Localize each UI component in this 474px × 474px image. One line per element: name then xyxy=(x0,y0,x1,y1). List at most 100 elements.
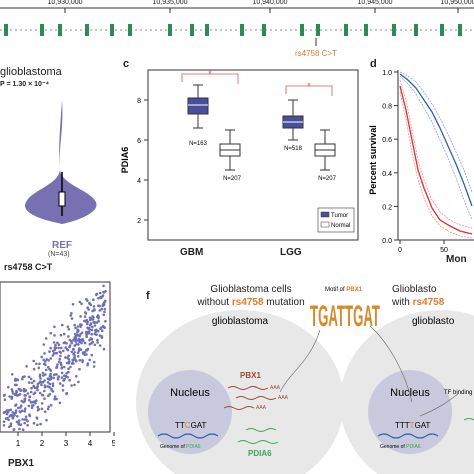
scatter-point xyxy=(64,346,67,349)
scatter-point xyxy=(78,300,82,304)
scatter-point xyxy=(4,417,8,420)
scatter-point xyxy=(2,411,6,414)
scatter-point xyxy=(91,315,94,318)
scatter-point xyxy=(67,328,71,331)
scatter-point xyxy=(48,382,52,386)
group-gbm: GBM xyxy=(180,247,204,258)
scatter-point xyxy=(14,411,17,414)
scatter-point xyxy=(39,377,42,380)
cell-right-label: glioblasto xyxy=(412,316,455,327)
scatter-point xyxy=(53,334,56,337)
scatter-point xyxy=(61,384,65,387)
scatter-point xyxy=(86,306,89,309)
scatter-point xyxy=(77,343,80,346)
scatter-point xyxy=(86,326,89,330)
mrna-pdia6-right xyxy=(463,418,474,421)
scatter-point xyxy=(86,320,89,324)
scatter-point xyxy=(70,384,73,387)
scatter-point xyxy=(43,362,46,366)
scatter-point xyxy=(101,295,104,298)
scatter-point xyxy=(93,343,97,347)
exon xyxy=(364,24,368,36)
scatter-point xyxy=(61,389,65,392)
panel-c-letter: c xyxy=(123,58,130,70)
scatter-point xyxy=(49,331,52,335)
right-title: Glioblasto with rs4758 xyxy=(392,283,444,309)
scatter-point xyxy=(43,389,46,393)
scatter-point xyxy=(73,351,76,354)
scatter-point xyxy=(24,389,28,392)
scatter-point xyxy=(36,423,39,427)
scatter-point xyxy=(102,302,106,305)
scatter-point xyxy=(96,341,99,344)
scatter-point xyxy=(94,329,97,332)
scatter-point xyxy=(60,371,64,375)
scatter-point xyxy=(35,362,38,366)
nucleus-left-label: Nucleus xyxy=(170,387,210,399)
scatter-point xyxy=(59,346,63,350)
scatter-point xyxy=(87,330,91,333)
position-label: 10,945,000 xyxy=(357,0,393,6)
scatter-point xyxy=(11,415,15,418)
scatter-point xyxy=(75,375,78,378)
scatter-point xyxy=(95,293,98,296)
scatter-point xyxy=(2,424,6,427)
exon xyxy=(110,24,114,36)
scatter-point xyxy=(45,418,48,422)
dna-left xyxy=(157,433,219,439)
scatter-point xyxy=(93,324,97,327)
pdia6-label-left: PDIA6 xyxy=(248,449,272,458)
scatter-point xyxy=(56,378,60,381)
scatter-point xyxy=(40,407,44,411)
scatter-point xyxy=(15,394,19,397)
scatter-point xyxy=(65,348,69,351)
scatter-point xyxy=(51,384,55,388)
sig-bracket-lgg xyxy=(285,85,333,96)
survival-curve-blue xyxy=(399,73,473,207)
nucleus-left xyxy=(148,370,232,454)
scatter-point xyxy=(90,333,93,336)
legend-normal: Normal xyxy=(331,223,350,229)
scatter-point xyxy=(78,323,82,326)
scatter-point xyxy=(42,374,45,377)
scatter-point xyxy=(8,395,11,398)
scatter-point xyxy=(47,359,50,362)
polya-3: AAA xyxy=(256,405,267,411)
scatter-point xyxy=(76,325,80,328)
scatter-point xyxy=(93,321,97,324)
scatter-point xyxy=(15,415,19,418)
scatter-point xyxy=(36,385,39,388)
scatter-point xyxy=(103,299,107,303)
scatter-point xyxy=(100,335,104,338)
scatter-point xyxy=(43,410,47,414)
scatter-point xyxy=(72,362,75,365)
x-tick-label: 50 xyxy=(440,247,448,254)
scatter-point xyxy=(56,341,59,345)
x-tick-label: 2 xyxy=(40,439,45,448)
scatter-point xyxy=(90,341,93,345)
scatter-point xyxy=(27,381,31,384)
scatter-point xyxy=(69,365,72,369)
scatter-point xyxy=(74,326,77,330)
scatter-point xyxy=(40,383,43,387)
scatter-point xyxy=(79,338,83,342)
scatter-point xyxy=(79,333,82,336)
y-tick-label: 0.6 xyxy=(382,137,392,144)
panel-b-title: glioblastoma xyxy=(0,66,62,78)
genome-right: Genome of PDIA6 xyxy=(380,444,421,450)
violin-body xyxy=(25,100,97,224)
scatter-point xyxy=(21,418,24,421)
scatter-point xyxy=(50,387,53,391)
scatter-point xyxy=(70,350,74,354)
scatter-point xyxy=(71,303,75,306)
violin-box xyxy=(58,191,66,207)
survival-curve-red xyxy=(399,85,473,235)
tf-binding-label: TF binding xyxy=(444,390,472,396)
violin-group-label: REF xyxy=(52,240,72,251)
scatter-point xyxy=(23,399,27,403)
right-title-snp: rs4758 xyxy=(412,297,445,308)
scatter-point xyxy=(97,319,100,323)
left-title-without: without xyxy=(197,297,230,308)
scatter-point xyxy=(54,343,57,347)
left-title-snp: rs4758 xyxy=(231,297,264,308)
